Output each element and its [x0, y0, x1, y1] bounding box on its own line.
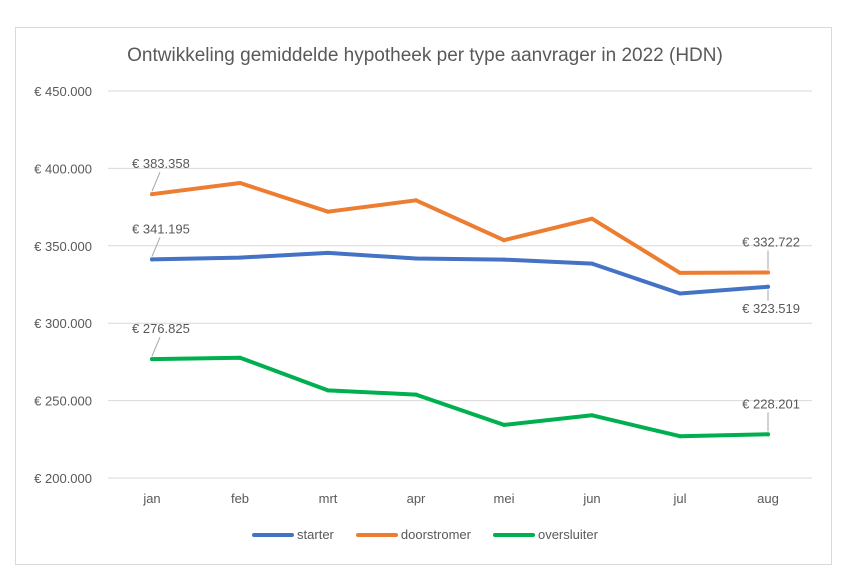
oversluiter-line [150, 355, 770, 439]
x-tick-label: jan [142, 491, 160, 506]
doorstromer-point [238, 180, 242, 185]
y-tick-label: € 450.000 [34, 84, 92, 99]
y-tick-label: € 250.000 [34, 394, 92, 409]
starter-point [502, 257, 506, 262]
oversluiter-point [502, 422, 506, 427]
data-label: € 341.195 [132, 221, 190, 236]
data-label-leader [151, 336, 161, 357]
starter-point [590, 261, 594, 266]
legend-item-doorstromer: doorstromer [355, 527, 471, 542]
starter-point [326, 250, 330, 255]
y-tick-label: € 300.000 [34, 316, 92, 331]
chart-frame [15, 27, 832, 565]
doorstromer-line [150, 181, 770, 275]
legend-swatch [252, 532, 295, 537]
x-tick-label: aug [757, 491, 779, 506]
doorstromer-point [150, 192, 154, 197]
doorstromer-point [502, 238, 506, 243]
doorstromer-point [326, 209, 330, 214]
x-tick-label: jul [672, 491, 686, 506]
starter-line [150, 250, 770, 296]
legend: starter doorstromer oversluiter [0, 527, 850, 542]
legend-item-starter: starter [252, 527, 334, 542]
legend-item-oversluiter: oversluiter [492, 527, 598, 542]
oversluiter-point [766, 432, 770, 437]
x-tick-label: mrt [319, 491, 338, 506]
data-label-leader [151, 237, 161, 257]
x-tick-label: apr [407, 491, 426, 506]
starter-point [414, 256, 418, 261]
data-label: € 323.519 [742, 301, 800, 316]
x-tick-label: feb [231, 491, 249, 506]
data-label: € 383.358 [132, 156, 190, 171]
doorstromer-point [678, 270, 682, 275]
legend-label: oversluiter [537, 527, 598, 542]
legend-label: doorstromer [400, 527, 471, 542]
chart-title: Ontwikkeling gemiddelde hypotheek per ty… [127, 45, 723, 66]
x-tick-label: mei [494, 491, 515, 506]
starter-point [150, 257, 154, 262]
legend-swatch [355, 532, 398, 537]
starter-point [678, 291, 682, 296]
oversluiter-point [678, 434, 682, 439]
oversluiter-point [414, 392, 418, 397]
data-label: € 228.201 [742, 396, 800, 411]
y-tick-label: € 200.000 [34, 471, 92, 486]
doorstromer-point [414, 198, 418, 203]
oversluiter-point [326, 388, 330, 393]
oversluiter-point [590, 413, 594, 418]
x-tick-label: jun [582, 491, 600, 506]
doorstromer-point [766, 270, 770, 275]
starter-point [766, 284, 770, 289]
legend-swatch [492, 532, 535, 537]
data-label-leader [151, 171, 161, 192]
oversluiter-point [150, 357, 154, 362]
starter-point [238, 255, 242, 260]
legend-label: starter [297, 527, 334, 542]
doorstromer-point [590, 216, 594, 221]
oversluiter-point [238, 355, 242, 360]
data-label: € 276.825 [132, 321, 190, 336]
y-tick-label: € 350.000 [34, 239, 92, 254]
data-label: € 332.722 [742, 235, 800, 250]
y-tick-label: € 400.000 [34, 161, 92, 176]
